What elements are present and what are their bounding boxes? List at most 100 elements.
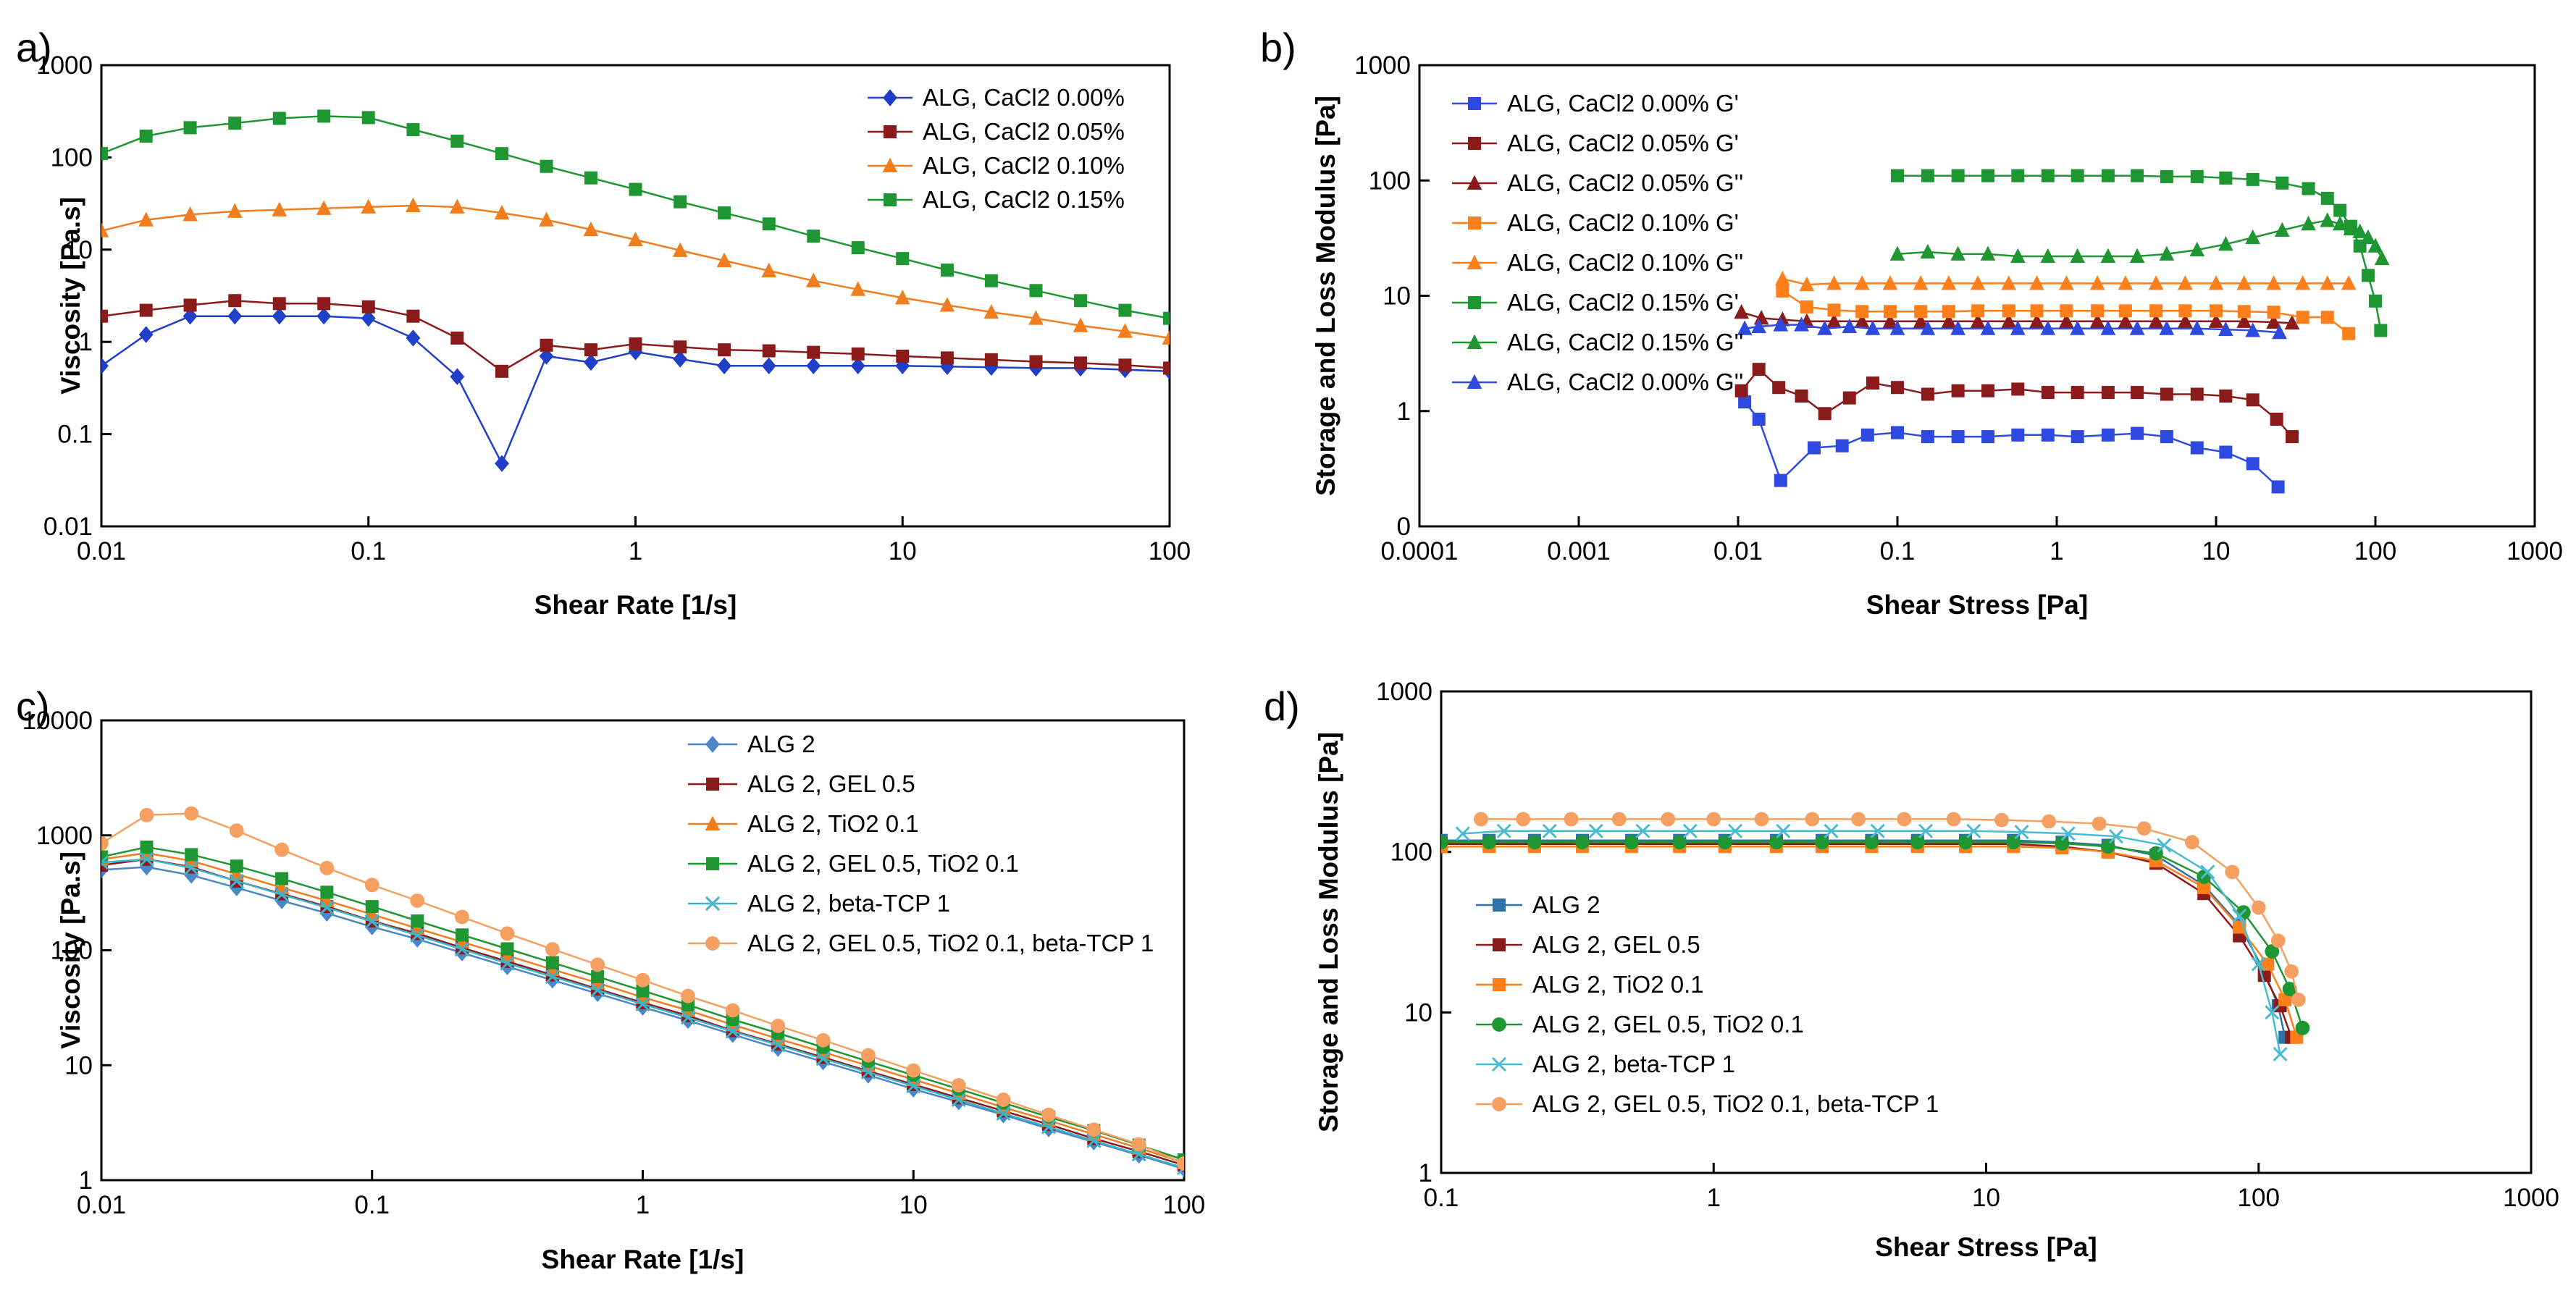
data-point — [635, 972, 650, 988]
data-point — [2157, 838, 2172, 853]
data-point — [1891, 381, 1904, 395]
data-point — [896, 252, 910, 266]
data-point — [761, 262, 777, 277]
series-4 — [1776, 284, 2356, 340]
data-point — [2160, 169, 2173, 183]
data-point — [815, 1032, 831, 1048]
data-point — [939, 297, 955, 312]
data-point — [771, 1038, 786, 1053]
data-point — [2270, 933, 2286, 948]
data-point — [2129, 320, 2145, 335]
data-point — [183, 121, 197, 135]
data-point — [1951, 384, 1965, 397]
data-point — [2190, 441, 2204, 455]
y-tick-label: 0.1 — [57, 421, 93, 449]
data-point — [1854, 275, 1870, 290]
data-point — [184, 860, 199, 875]
data-point — [1870, 823, 1885, 838]
data-point — [2265, 1005, 2280, 1020]
data-point — [1921, 430, 1934, 444]
data-point — [2197, 880, 2211, 894]
data-point — [272, 307, 287, 325]
legend-label: ALG 2 — [747, 731, 815, 757]
data-point — [2369, 294, 2382, 308]
legend-label: ALG 2, GEL 0.5 — [1532, 931, 1700, 958]
data-point — [1794, 316, 1809, 332]
data-point — [274, 887, 290, 902]
data-point — [2136, 821, 2152, 836]
data-point — [2131, 426, 2144, 440]
chart-panel-3: c) 0.01 0.1 1 10 100 1 10 100 1000 10000 Shear Rate… — [16, 683, 1205, 1274]
data-point — [1455, 826, 1470, 841]
x-axis-title: Shear Rate [1/s] — [542, 1245, 744, 1274]
legend-marker — [1467, 254, 1482, 269]
data-point — [406, 197, 421, 213]
legend-marker — [705, 896, 721, 912]
data-point — [1980, 320, 1996, 335]
chart-panel-1: a) 0.01 0.1 1 10 100 0.01 0.1 1 10 100 1000 Shear Ra… — [16, 25, 1191, 620]
data-point — [139, 858, 154, 876]
data-point — [2246, 393, 2260, 407]
data-point — [681, 988, 695, 1003]
data-point — [2343, 220, 2359, 236]
data-point — [674, 340, 687, 354]
legend-marker — [884, 193, 897, 206]
series-line — [1740, 368, 2293, 437]
data-point — [2178, 304, 2192, 318]
data-point — [762, 217, 776, 231]
data-point — [761, 357, 776, 374]
data-point — [951, 1092, 966, 1108]
data-point — [2108, 829, 2124, 844]
data-point — [2218, 321, 2233, 337]
data-point — [495, 364, 509, 378]
legend-label: ALG 2, GEL 0.5 — [747, 770, 915, 797]
x-tick-label: 0.1 — [1424, 1184, 1459, 1212]
data-point — [2236, 313, 2252, 328]
y-tick-label: 1 — [1419, 1159, 1432, 1187]
legend-marker — [1493, 978, 1506, 991]
data-point — [725, 1003, 740, 1018]
data-point — [539, 348, 554, 365]
data-point — [680, 1010, 696, 1025]
data-point — [2089, 275, 2105, 290]
data-point — [1860, 428, 1874, 442]
legend-label: ALG, CaCl2 0.00% G' — [1507, 90, 1739, 117]
data-point — [2246, 457, 2260, 471]
data-point — [539, 211, 554, 227]
data-point — [361, 300, 375, 314]
legend-label: ALG, CaCl2 0.15% — [923, 186, 1125, 213]
data-point — [1921, 169, 1934, 182]
data-point — [1854, 313, 1870, 328]
data-point — [1482, 835, 1497, 850]
data-point — [540, 338, 553, 352]
data-point — [229, 823, 244, 838]
data-point — [320, 885, 334, 899]
data-point — [1913, 275, 1929, 290]
data-point — [1799, 276, 1815, 292]
data-point — [2070, 320, 2086, 335]
legend-marker — [1468, 296, 1481, 309]
data-point — [2251, 900, 2266, 915]
data-point — [1163, 361, 1170, 375]
data-point — [227, 203, 243, 218]
legend-label: ALG 2, TiO2 0.1 — [1532, 971, 1704, 998]
legend-marker — [884, 125, 897, 138]
data-point — [896, 349, 910, 363]
data-point — [1028, 310, 1044, 325]
data-point — [1913, 313, 1929, 328]
data-point — [2374, 324, 2388, 337]
data-point — [1817, 320, 1833, 335]
data-point — [2208, 313, 2224, 328]
data-point — [2178, 275, 2193, 290]
data-area — [101, 806, 1184, 1178]
data-point — [1118, 358, 1132, 372]
data-point — [2189, 241, 2205, 257]
data-point — [545, 942, 560, 957]
data-point — [1162, 329, 1170, 345]
data-point — [718, 343, 731, 357]
data-point — [2190, 169, 2204, 183]
data-point — [1118, 303, 1132, 317]
data-point — [1910, 835, 1925, 850]
data-point — [2284, 964, 2299, 979]
data-point — [1474, 812, 1488, 827]
